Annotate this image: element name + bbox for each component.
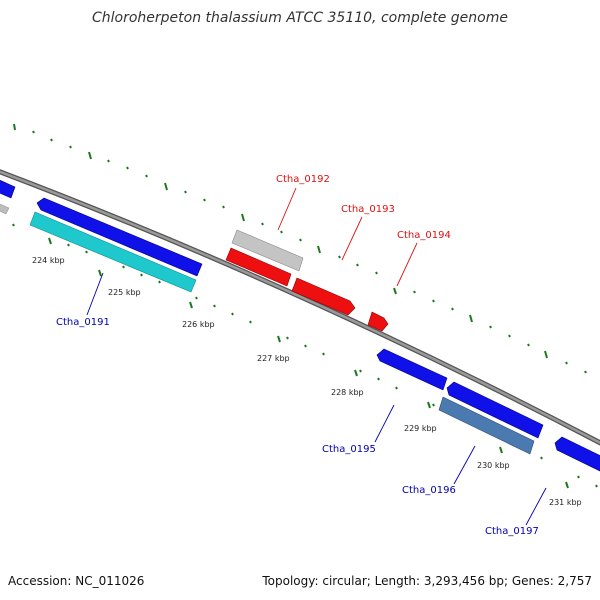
gene-label-ctha_0196[interactable]: Ctha_0196	[402, 485, 456, 496]
scale-label-231: 231 kbp	[549, 498, 582, 507]
gene-labels: Ctha_0192 Ctha_0193 Ctha_0194 Ctha_0191 …	[56, 174, 539, 537]
scale-label-226: 226 kbp	[182, 320, 215, 329]
gene-label-ctha_0191[interactable]: Ctha_0191	[56, 317, 110, 328]
gene-label-ctha_0192[interactable]: Ctha_0192	[276, 174, 330, 185]
gene-label-ctha_0197[interactable]: Ctha_0197	[485, 526, 539, 537]
inner-tick-ring	[12, 223, 598, 489]
outer-tick-ring	[13, 123, 587, 374]
gene-label-ctha_0195[interactable]: Ctha_0195	[322, 444, 376, 455]
label-leader-lines	[86, 187, 547, 526]
accession-text: Accession: NC_011026	[8, 574, 145, 588]
scale-label-229: 229 kbp	[404, 424, 437, 433]
scale-labels: 224 kbp 225 kbp 226 kbp 227 kbp 228 kbp …	[32, 256, 582, 507]
map-title: Chloroherpeton thalassium ATCC 35110, co…	[92, 10, 508, 26]
scale-label-225: 225 kbp	[108, 288, 141, 297]
gene-feature-ctha_0191[interactable]	[29, 211, 197, 293]
gene-feature-ctha_0193[interactable]	[291, 277, 356, 316]
gene-feature-ctha_0195[interactable]	[376, 348, 448, 391]
gene-feature-blue-mid[interactable]	[446, 381, 544, 439]
reverse-strand-genes	[0, 178, 600, 472]
gene-feature-ctha_0192[interactable]	[231, 229, 304, 272]
scale-label-227: 227 kbp	[257, 354, 290, 363]
gene-feature-ctha_0196[interactable]	[438, 396, 535, 455]
scale-label-224: 224 kbp	[32, 256, 65, 265]
genome-backbone	[0, 169, 600, 446]
genome-summary-text: Topology: circular; Length: 3,293,456 bp…	[262, 574, 592, 588]
gene-feature-blue-edge[interactable]	[0, 178, 16, 199]
scale-label-230: 230 kbp	[477, 461, 510, 470]
gene-label-ctha_0194[interactable]: Ctha_0194	[397, 230, 451, 241]
gene-feature-ctha_0197[interactable]	[554, 436, 600, 472]
gene-label-ctha_0193[interactable]: Ctha_0193	[341, 204, 395, 215]
gene-feature-blue-long[interactable]	[36, 197, 203, 277]
scale-label-228: 228 kbp	[331, 388, 364, 397]
gene-feature-ctha_0194[interactable]	[367, 311, 389, 332]
gene-feature-grey-edge[interactable]	[0, 202, 10, 215]
gene-feature-red-1[interactable]	[225, 247, 292, 287]
forward-strand-genes	[0, 202, 304, 272]
